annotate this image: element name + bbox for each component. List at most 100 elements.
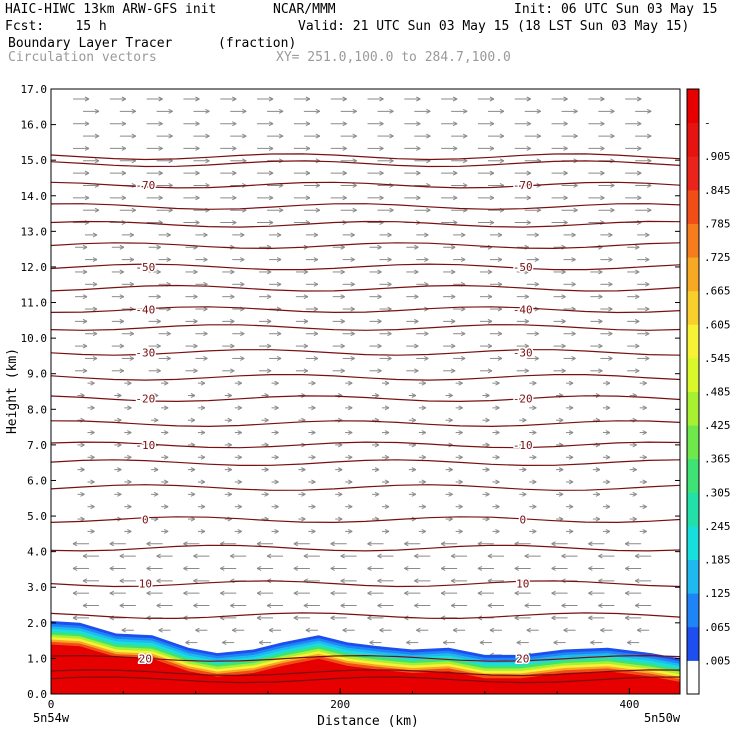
- circulation-vector: [222, 368, 235, 374]
- circulation-vector: [514, 195, 531, 201]
- colorbar-label: .185: [704, 554, 731, 567]
- circulation-vector: [369, 244, 382, 250]
- circulation-vector: [303, 183, 321, 188]
- circulation-vector: [492, 430, 500, 436]
- circulation-vector: [563, 331, 576, 337]
- circulation-vector: [629, 442, 637, 448]
- circulation-vector: [516, 294, 529, 300]
- circulation-vector: [119, 553, 136, 559]
- circulation-vector: [372, 467, 380, 473]
- circulation-vector: [519, 442, 527, 448]
- circulation-vector: [563, 257, 576, 263]
- circulation-vector: [625, 121, 642, 127]
- xy-coordinates: XY= 251.0,100.0 to 284.7,100.0: [276, 50, 511, 65]
- colorbar-label: .125: [704, 587, 731, 600]
- circulation-vector: [379, 355, 392, 361]
- circulation-vector: [340, 553, 357, 559]
- circulation-vector: [635, 133, 652, 139]
- circulation-vector: [600, 627, 613, 633]
- circulation-vector: [553, 269, 566, 275]
- circulation-vector: [222, 318, 235, 324]
- circulation-vector: [330, 145, 347, 151]
- circulation-vector: [482, 467, 490, 473]
- circulation-vector: [193, 603, 210, 608]
- circulation-vector: [197, 504, 206, 510]
- circulation-vector: [257, 96, 274, 102]
- circulation-vector: [487, 553, 504, 559]
- circulation-vector: [119, 578, 136, 584]
- circulation-vector: [561, 108, 578, 114]
- y-tick-label: 3.0: [27, 581, 47, 594]
- circulation-vector: [308, 528, 316, 534]
- circulation-vector: [367, 195, 384, 201]
- circulation-vector: [124, 504, 132, 510]
- circulation-vector: [600, 306, 613, 312]
- isotherm-line--10: [51, 441, 680, 449]
- circulation-vector: [625, 195, 642, 201]
- circulation-vector: [369, 640, 382, 646]
- circulation-vector: [453, 331, 466, 337]
- circulation-vector: [345, 528, 353, 534]
- circulation-vector: [72, 541, 89, 547]
- circulation-vector: [563, 627, 576, 633]
- circulation-vector: [561, 183, 578, 188]
- circulation-vector: [124, 479, 132, 485]
- circulation-vector: [602, 430, 611, 436]
- circulation-vector: [232, 355, 245, 361]
- circulation-vector: [600, 232, 613, 238]
- circulation-vector: [443, 294, 456, 300]
- y-tick-label: 6.0: [27, 474, 47, 487]
- circulation-vector: [185, 640, 198, 646]
- circulation-vector: [256, 566, 274, 571]
- circulation-vector: [220, 220, 237, 225]
- circulation-vector: [524, 553, 541, 559]
- circulation-vector: [377, 603, 394, 608]
- circulation-vector: [590, 294, 603, 300]
- circulation-vector: [75, 244, 88, 250]
- circulation-vector: [305, 306, 319, 312]
- circulation-vector: [514, 615, 531, 621]
- circulation-vector: [77, 467, 85, 473]
- circulation-vector: [487, 133, 505, 139]
- circulation-vector: [230, 553, 247, 559]
- circulation-vector: [295, 318, 309, 324]
- circulation-vector: [158, 331, 171, 337]
- circulation-vector: [639, 405, 647, 411]
- circulation-vector: [197, 405, 206, 411]
- colorbar-swatch: [687, 458, 699, 493]
- circulation-vector: [372, 491, 380, 497]
- circulation-vector: [602, 504, 611, 510]
- circulation-vector: [269, 232, 282, 238]
- circulation-vector: [109, 121, 127, 127]
- isotherm-line--50: [51, 263, 680, 271]
- isotherm-label: -10: [513, 439, 533, 452]
- circulation-vector: [185, 343, 198, 349]
- circulation-vector: [146, 590, 163, 596]
- circulation-vector: [440, 541, 458, 547]
- circulation-vector: [345, 479, 353, 485]
- y-tick-label: 5.0: [27, 510, 47, 523]
- isotherm-label: -20: [135, 393, 155, 406]
- circulation-vector: [627, 368, 640, 374]
- circulation-vector: [477, 96, 495, 102]
- circulation-vector: [148, 269, 161, 275]
- circulation-vector: [121, 331, 135, 337]
- circulation-vector: [482, 417, 490, 423]
- circulation-vector: [156, 133, 173, 139]
- circulation-vector: [114, 467, 122, 473]
- colorbar-swatch: [687, 122, 699, 157]
- circulation-vector: [566, 405, 574, 411]
- circulation-vector: [305, 257, 319, 263]
- circulation-vector: [109, 590, 126, 596]
- circulation-vector: [224, 491, 232, 497]
- circulation-vector: [377, 108, 394, 114]
- circulation-vector: [342, 306, 355, 312]
- circulation-vector: [72, 590, 89, 596]
- circulation-vector: [158, 627, 171, 633]
- circulation-vector: [445, 467, 453, 473]
- circulation-vector: [308, 380, 316, 386]
- circulation-vector: [293, 566, 310, 571]
- circulation-vector: [161, 380, 169, 386]
- colorbar-label: .665: [704, 285, 731, 298]
- circulation-vector: [121, 257, 135, 263]
